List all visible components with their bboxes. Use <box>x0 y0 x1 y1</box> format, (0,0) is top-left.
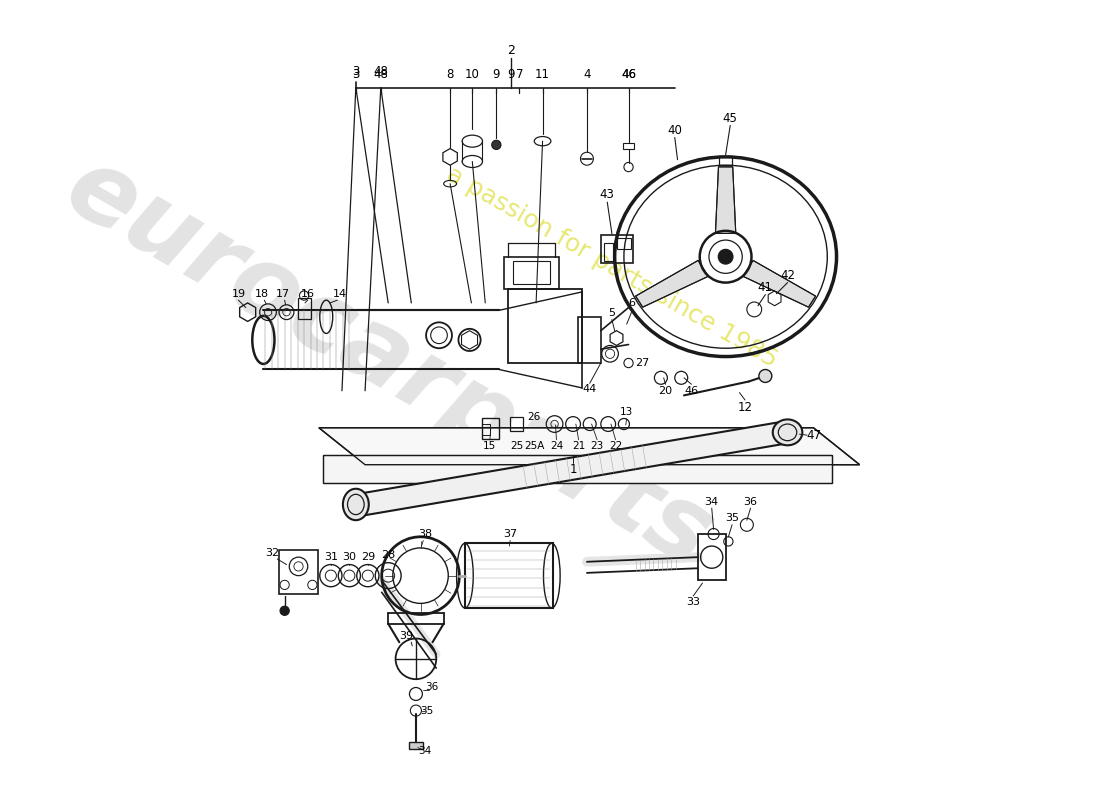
Text: 47: 47 <box>806 429 821 442</box>
Text: 48: 48 <box>373 66 388 78</box>
Text: 43: 43 <box>600 188 615 202</box>
Text: 37: 37 <box>503 529 517 539</box>
Bar <box>604 243 613 262</box>
Text: 4: 4 <box>583 68 591 81</box>
Text: 3: 3 <box>352 68 360 81</box>
Text: 5: 5 <box>608 308 615 318</box>
Circle shape <box>280 606 289 615</box>
Text: 8: 8 <box>447 68 454 81</box>
Text: 48: 48 <box>373 68 388 81</box>
Ellipse shape <box>772 419 802 446</box>
Text: 11: 11 <box>535 68 550 81</box>
Text: 7: 7 <box>516 68 524 81</box>
Text: 19: 19 <box>231 289 245 298</box>
Text: 20: 20 <box>659 386 672 396</box>
Text: 46: 46 <box>684 386 699 396</box>
Bar <box>697 534 726 580</box>
Bar <box>601 235 634 263</box>
Bar <box>504 257 559 289</box>
Text: 24: 24 <box>550 442 563 451</box>
Polygon shape <box>319 428 859 465</box>
Text: 34: 34 <box>418 746 432 756</box>
Text: 45: 45 <box>723 111 738 125</box>
Text: a passion for parts since 1985: a passion for parts since 1985 <box>442 162 782 372</box>
Text: 13: 13 <box>620 407 634 417</box>
Polygon shape <box>715 167 736 234</box>
Text: 10: 10 <box>465 68 480 81</box>
Text: 40: 40 <box>668 123 682 137</box>
Bar <box>719 156 733 165</box>
Bar <box>510 417 524 431</box>
Text: 29: 29 <box>361 552 375 562</box>
Text: eurocarparts: eurocarparts <box>48 138 728 587</box>
Text: 35: 35 <box>725 514 739 523</box>
Circle shape <box>718 250 733 264</box>
Text: 30: 30 <box>342 552 356 562</box>
Text: 28: 28 <box>381 550 395 560</box>
Text: 25: 25 <box>510 442 524 451</box>
Text: 16: 16 <box>300 289 315 298</box>
Text: 46: 46 <box>621 68 636 81</box>
Ellipse shape <box>343 489 368 520</box>
Text: 12: 12 <box>737 401 752 414</box>
Text: 23: 23 <box>591 442 604 451</box>
Circle shape <box>492 140 500 150</box>
Bar <box>623 143 634 150</box>
Text: 26: 26 <box>528 412 541 422</box>
Bar <box>408 742 424 750</box>
Text: 46: 46 <box>621 68 636 81</box>
Polygon shape <box>350 422 788 518</box>
Text: 6: 6 <box>629 298 636 308</box>
Bar <box>298 298 310 318</box>
Text: 21: 21 <box>572 442 585 451</box>
Bar <box>616 238 631 250</box>
Bar <box>578 317 601 363</box>
Bar <box>508 289 582 363</box>
Text: 41: 41 <box>758 281 773 294</box>
Text: 32: 32 <box>265 547 279 558</box>
Text: 1: 1 <box>570 463 576 476</box>
Bar <box>513 262 550 283</box>
Text: 27: 27 <box>636 358 649 368</box>
Text: 35: 35 <box>420 706 433 716</box>
Text: 39: 39 <box>399 630 414 641</box>
Text: 17: 17 <box>276 289 290 298</box>
Text: 44: 44 <box>583 384 597 394</box>
Text: 9: 9 <box>493 68 500 81</box>
Text: 18: 18 <box>254 289 268 298</box>
Polygon shape <box>636 261 708 307</box>
Text: 42: 42 <box>780 269 795 282</box>
Text: 31: 31 <box>323 552 338 562</box>
Text: 15: 15 <box>483 442 496 451</box>
Polygon shape <box>323 455 832 483</box>
Text: 25A: 25A <box>524 442 544 451</box>
Text: 2: 2 <box>507 44 515 57</box>
Text: 9: 9 <box>507 68 515 81</box>
Bar <box>483 424 490 435</box>
Bar <box>465 543 552 608</box>
Circle shape <box>759 370 772 382</box>
Text: 33: 33 <box>686 597 701 606</box>
Text: 38: 38 <box>418 529 432 539</box>
Polygon shape <box>742 261 815 307</box>
Text: 3: 3 <box>352 66 360 78</box>
Bar <box>483 418 499 439</box>
Bar <box>279 550 318 594</box>
Text: 22: 22 <box>609 442 623 451</box>
Text: 34: 34 <box>705 497 718 506</box>
Text: 36: 36 <box>744 497 758 506</box>
Text: 14: 14 <box>333 289 348 298</box>
Text: 36: 36 <box>425 682 438 691</box>
